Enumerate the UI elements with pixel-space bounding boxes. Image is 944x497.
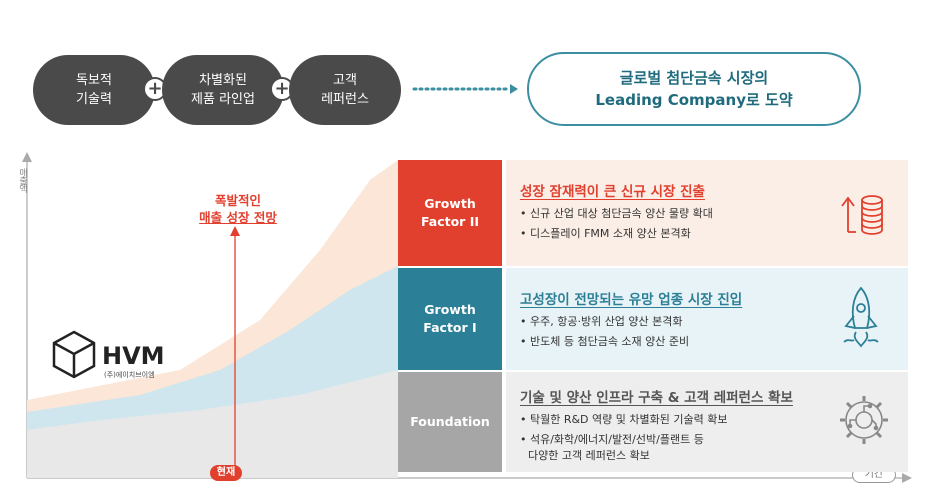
growth-area-foundation bbox=[27, 370, 398, 478]
factor-growth-2-line2: Factor II bbox=[420, 214, 480, 229]
factor-foundation-line1: Foundation bbox=[410, 414, 490, 429]
y-axis-arrow bbox=[22, 152, 32, 162]
factor-growth-2-bullet: • 신규 산업 대상 첨단금속 양산 물량 확대 bbox=[520, 207, 713, 220]
pill-reference-line2: 레퍼런스 bbox=[321, 92, 369, 107]
factor-growth-2-panel: 성장 잠재력이 큰 신규 시장 진출 • 신규 산업 대상 첨단금속 양산 물량… bbox=[506, 160, 908, 266]
factor-growth-1-panel: 고성장이 전망되는 유망 업종 시장 진입 • 우주, 항공·방위 산업 양산 … bbox=[506, 268, 908, 370]
burst-line1: 폭발적인 bbox=[214, 193, 261, 208]
goal-line2-rest: 로 도약 bbox=[746, 91, 793, 109]
pill-technology-line1: 독보적 bbox=[76, 73, 112, 88]
factor-foundation-panel: 기술 및 양산 인프라 구축 & 고객 레퍼런스 확보 • 탁월한 R&D 역량… bbox=[506, 372, 908, 472]
goal-line1: 글로벌 첨단금속 시장의 bbox=[619, 69, 769, 87]
goal-line2: Leading Company로 도약 bbox=[595, 89, 792, 111]
factor-growth-2-title: 성장 잠재력이 큰 신규 시장 진출 bbox=[520, 184, 705, 200]
pill-reference: 고객 레퍼런스 bbox=[289, 55, 401, 125]
growth-coins-icon bbox=[841, 195, 883, 235]
factor-growth-1-line2: Factor I bbox=[423, 320, 477, 335]
goal-box: 글로벌 첨단금속 시장의 Leading Company로 도약 bbox=[527, 52, 861, 126]
factor-growth-2-line1: Growth bbox=[424, 196, 476, 211]
gear-circuit-icon bbox=[840, 396, 888, 444]
burst-line2: 매출 성장 전망 bbox=[199, 210, 277, 225]
pill-lineup-line1: 차별화된 bbox=[199, 73, 247, 88]
factor-growth-2-bullet: • 디스플레이 FMM 소재 양산 본격화 bbox=[520, 227, 691, 240]
factor-growth-1-bullet: • 반도체 등 첨단금속 소재 양산 준비 bbox=[520, 335, 690, 348]
factor-foundation-label: Foundation bbox=[398, 372, 502, 472]
burst-growth-label: 폭발적인 매출 성장 전망 bbox=[178, 192, 298, 226]
pill-technology: 독보적 기술력 bbox=[33, 55, 155, 125]
growth-arrow-head bbox=[230, 226, 240, 236]
x-axis-arrow bbox=[902, 473, 912, 483]
company-sub: (주)에이치브이엠 bbox=[104, 371, 155, 379]
pill-reference-line1: 고객 bbox=[333, 73, 357, 88]
rocket-icon bbox=[843, 286, 879, 348]
dotted-arrow bbox=[412, 84, 518, 94]
factor-foundation-title: 기술 및 양산 인프라 구축 & 고객 레퍼런스 확보 bbox=[520, 390, 793, 406]
factor-growth-2-label: Growth Factor II bbox=[398, 160, 502, 266]
hvm-logo-cube-icon bbox=[52, 330, 96, 379]
pill-lineup: 차별화된 제품 라인업 bbox=[162, 55, 284, 125]
factor-foundation-bullet: • 석유/화학/에너지/발전/선박/플랜트 등 bbox=[520, 433, 704, 446]
factor-growth-1-title: 고성장이 전망되는 유망 업종 시장 진입 bbox=[520, 292, 743, 308]
factor-foundation-bullet: • 탁월한 R&D 역량 및 차별화된 기술력 확보 bbox=[520, 413, 728, 426]
now-badge: 현재 bbox=[210, 465, 242, 481]
y-axis-label: 매출액 bbox=[17, 168, 27, 192]
factor-growth-1-line1: Growth bbox=[424, 302, 476, 317]
pill-lineup-line2: 제품 라인업 bbox=[191, 92, 255, 107]
goal-line2-bold: Leading Company bbox=[595, 91, 746, 109]
factor-growth-1-label: Growth Factor I bbox=[398, 268, 502, 370]
pill-technology-line2: 기술력 bbox=[76, 92, 112, 107]
factor-foundation-bullet: 다양한 고객 레퍼런스 확보 bbox=[528, 449, 650, 462]
company-name: HVM bbox=[102, 342, 165, 370]
factor-growth-1-bullet: • 우주, 항공·방위 산업 양산 본격화 bbox=[520, 315, 683, 328]
